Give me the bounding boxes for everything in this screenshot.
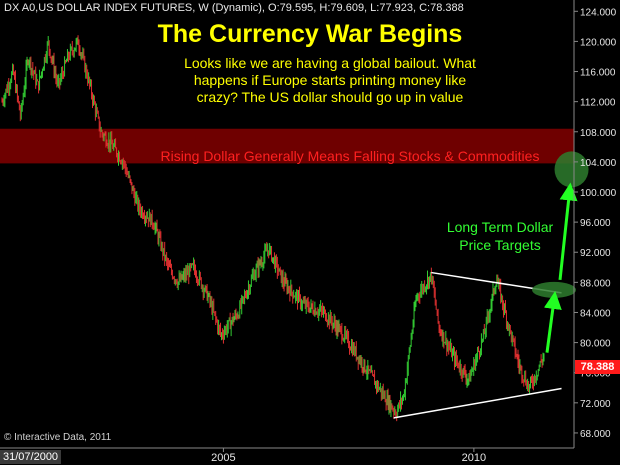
y-tick-label: 96.000 (580, 218, 611, 229)
y-tick-label: 100.000 (580, 188, 617, 199)
y-tick-label: 108.000 (580, 128, 617, 139)
start-date-tag: 31/07/2000 (0, 450, 62, 464)
target-label-line: Price Targets (459, 237, 541, 253)
y-tick-label: 104.000 (580, 158, 617, 169)
y-tick-label: 80.000 (580, 339, 611, 350)
last-price-tag: 78.388 (575, 360, 620, 374)
target-label: Long Term Dollar Price Targets (420, 218, 580, 254)
trendline (393, 387, 562, 419)
resistance-band (0, 128, 574, 164)
y-tick-label: 92.000 (580, 248, 611, 259)
copyright: © Interactive Data, 2011 (4, 432, 112, 443)
x-tick-label: 2010 (462, 452, 486, 464)
band-label: Rising Dollar Generally Means Falling St… (160, 148, 540, 164)
y-tick-label: 88.000 (580, 278, 611, 289)
subtitle-line: Looks like we are having a global bailou… (184, 55, 476, 71)
y-tick-label: 84.000 (580, 308, 611, 319)
subtitle-line: crazy? The US dollar should go up in val… (196, 89, 464, 105)
y-tick-label: 120.000 (580, 37, 617, 48)
y-tick-label: 68.000 (580, 429, 611, 440)
target-circle (554, 151, 589, 188)
x-tick-label: 2005 (211, 452, 235, 464)
y-tick-label: 72.000 (580, 399, 611, 410)
price-targets (532, 151, 589, 353)
y-tick-label: 124.000 (580, 7, 617, 18)
target-circle (532, 281, 577, 298)
target-label-line: Long Term Dollar (446, 219, 554, 235)
target-arrow (558, 182, 578, 281)
time-axis: 2005 2010 (211, 448, 486, 464)
target-arrow (543, 290, 562, 353)
chart-header: DX A0,US DOLLAR INDEX FUTURES, W (Dynami… (4, 2, 464, 14)
chart-title: The Currency War Begins (157, 20, 463, 48)
band-rect (0, 128, 574, 164)
y-tick-label: 112.000 (580, 98, 616, 109)
chart-subtitle: Looks like we are having a global bailou… (120, 55, 540, 106)
y-tick-label: 76.000 (580, 369, 611, 380)
price-axis: 124.000 120.000 116.000 112.000 108.000 104.0… (574, 7, 617, 440)
subtitle-line: happens if Europe starts printing money … (193, 72, 467, 88)
y-tick-label: 116.000 (580, 68, 616, 79)
